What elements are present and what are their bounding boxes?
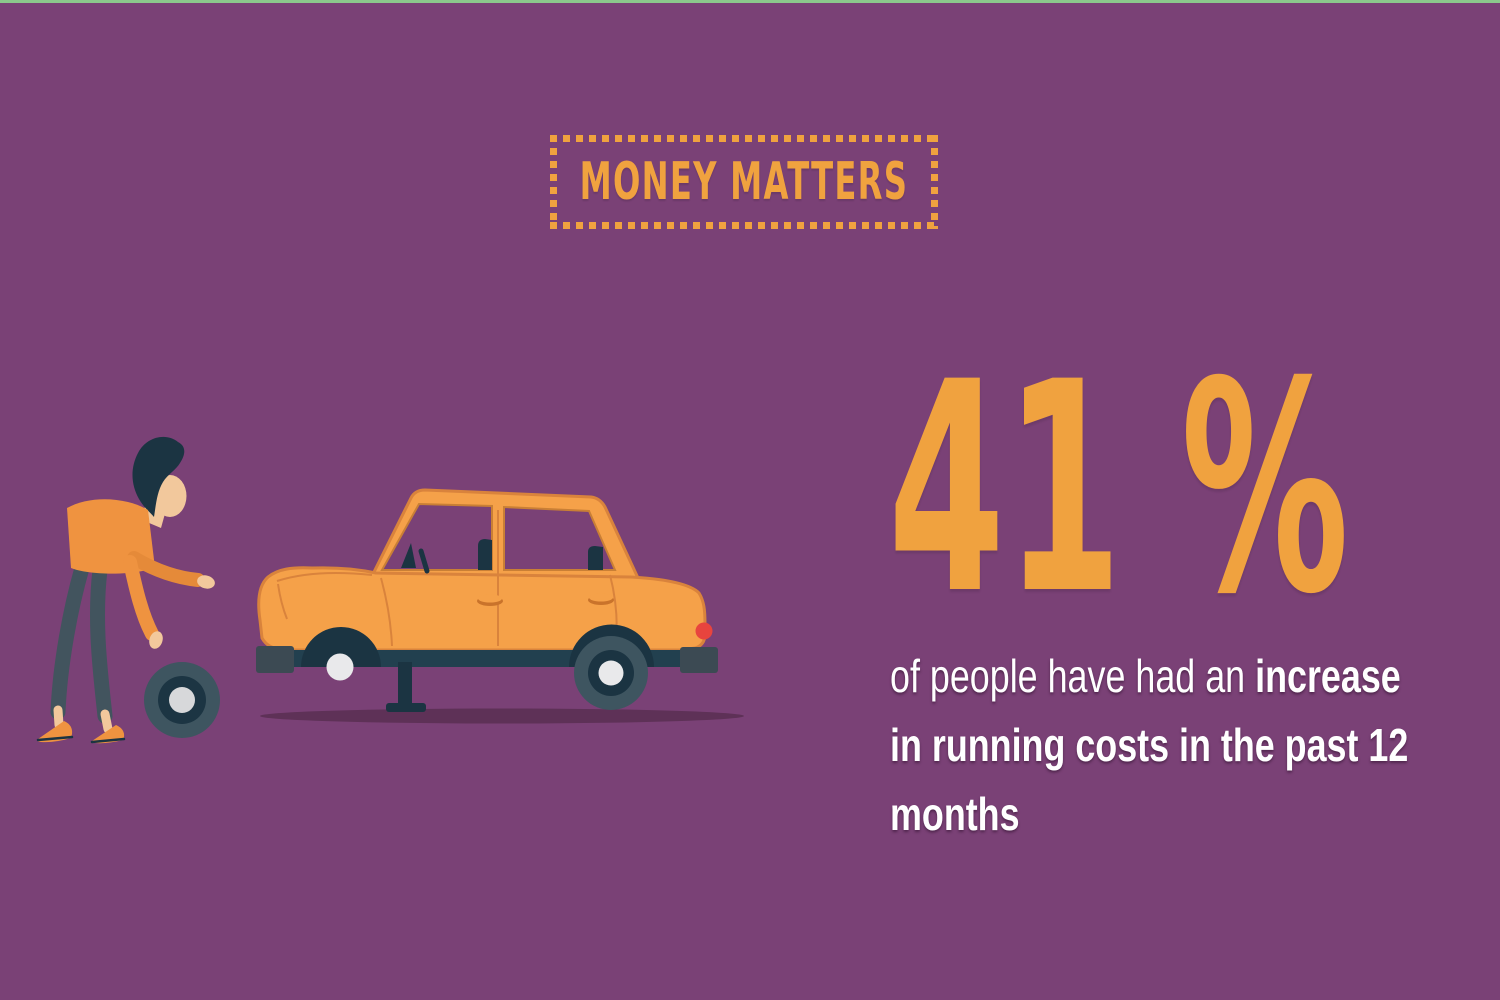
title-badge: MONEY MATTERS [550, 135, 938, 229]
door-handle [477, 594, 503, 606]
person-arm [123, 555, 159, 641]
person-head [153, 475, 187, 517]
door-handle [588, 593, 614, 605]
person-shoe [36, 721, 74, 743]
stat-value: 41 % [888, 321, 1350, 658]
taillight [695, 622, 713, 640]
dashboard-shape [401, 543, 416, 568]
steering-wheel [418, 548, 430, 574]
jack-stand [386, 662, 426, 712]
stat-description-line: in running costs in the past 12 [890, 719, 1409, 771]
front-wheel-arch [301, 627, 381, 667]
rear-seat [588, 546, 603, 570]
stat-description: of people have had an increase in runnin… [890, 642, 1498, 849]
car-shadow [260, 708, 744, 724]
person-leg [89, 562, 113, 724]
front-bumper [256, 646, 294, 673]
tire-change-illustration [36, 436, 744, 744]
front-hub [326, 653, 354, 681]
rear-bumper [680, 647, 718, 673]
car-illustration [256, 488, 718, 712]
person-hand [149, 631, 163, 649]
stat-description-line: months [890, 788, 1020, 840]
title-badge-label: MONEY MATTERS [579, 152, 909, 212]
rear-window [503, 505, 617, 571]
stat-description-line: of people have had an increase [890, 650, 1401, 702]
spare-wheel [144, 662, 220, 738]
front-seat [478, 539, 492, 570]
person-arm [127, 551, 205, 587]
top-accent-strip [0, 0, 1500, 3]
person-hand [197, 575, 215, 589]
person-leg [50, 560, 90, 720]
person-hair [132, 436, 185, 517]
person-illustration [36, 436, 215, 744]
person-shoe [90, 725, 126, 744]
rear-wheel [574, 636, 648, 710]
